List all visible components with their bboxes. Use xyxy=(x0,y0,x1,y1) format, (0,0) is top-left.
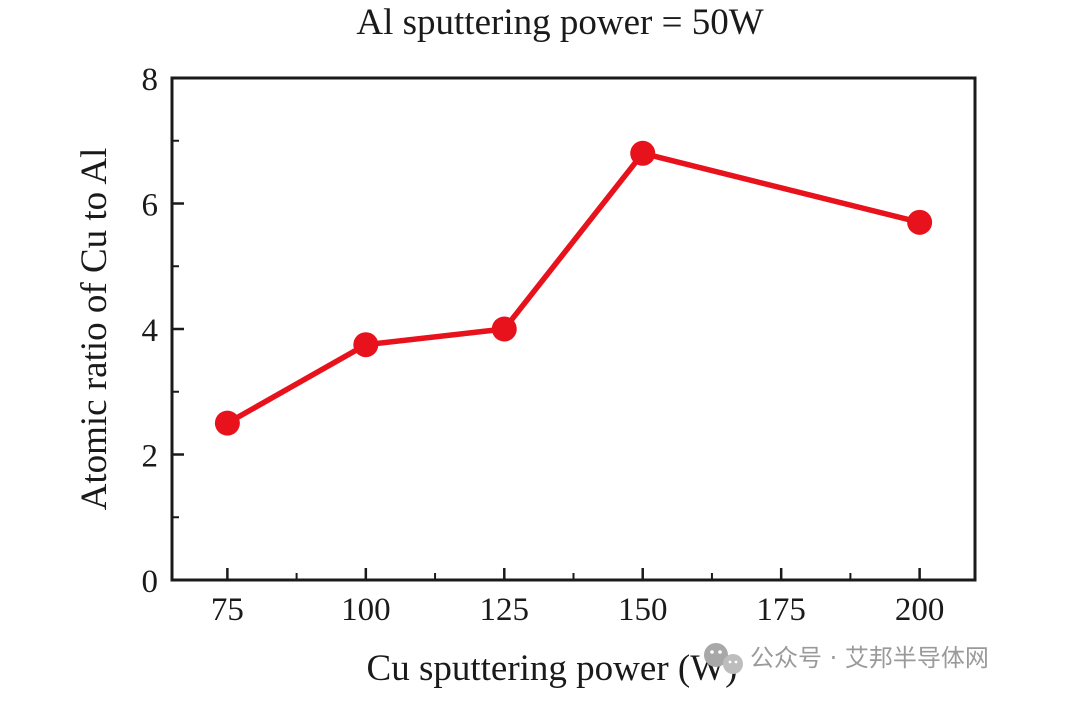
x-tick-label: 75 xyxy=(211,592,244,628)
watermark-text: 公众号 · 艾邦半导体网 xyxy=(750,644,989,672)
y-axis: 0 2 4 6 8 xyxy=(142,62,184,600)
wechat-icon xyxy=(704,643,743,674)
y-tick-label: 2 xyxy=(142,439,159,475)
series-line xyxy=(224,150,923,426)
y-tick-label: 4 xyxy=(142,313,159,349)
y-tick-label: 8 xyxy=(142,62,159,98)
x-axis: 75 100 125 150 175 200 xyxy=(211,568,944,628)
series-line-group xyxy=(214,140,933,436)
plot-frame xyxy=(170,76,977,582)
data-point-150 xyxy=(630,140,656,166)
data-point-125 xyxy=(491,316,517,342)
chart-title: Al sputtering power = 50W xyxy=(356,2,763,43)
x-tick-label: 150 xyxy=(618,592,668,628)
x-tick-label: 200 xyxy=(895,592,945,628)
x-tick-label: 125 xyxy=(480,592,530,628)
y-axis-label: Atomic ratio of Cu to Al xyxy=(74,148,115,511)
x-axis-label: Cu sputtering power (W) xyxy=(367,648,738,689)
y-tick-label: 0 xyxy=(142,564,159,600)
data-point-75 xyxy=(214,410,240,436)
x-tick-label: 100 xyxy=(341,592,391,628)
data-point-200 xyxy=(907,209,933,235)
data-point-100 xyxy=(353,332,379,358)
watermark: 公众号 · 艾邦半导体网 xyxy=(704,643,989,674)
y-tick-label: 6 xyxy=(142,188,159,224)
x-tick-label: 175 xyxy=(756,592,806,628)
